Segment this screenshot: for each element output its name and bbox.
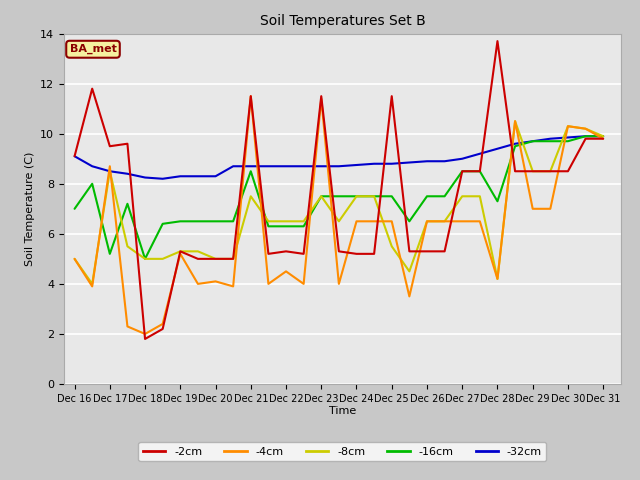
- X-axis label: Time: Time: [329, 407, 356, 417]
- Text: BA_met: BA_met: [70, 44, 116, 54]
- Y-axis label: Soil Temperature (C): Soil Temperature (C): [24, 152, 35, 266]
- Title: Soil Temperatures Set B: Soil Temperatures Set B: [260, 14, 425, 28]
- Legend: -2cm, -4cm, -8cm, -16cm, -32cm: -2cm, -4cm, -8cm, -16cm, -32cm: [138, 442, 547, 461]
